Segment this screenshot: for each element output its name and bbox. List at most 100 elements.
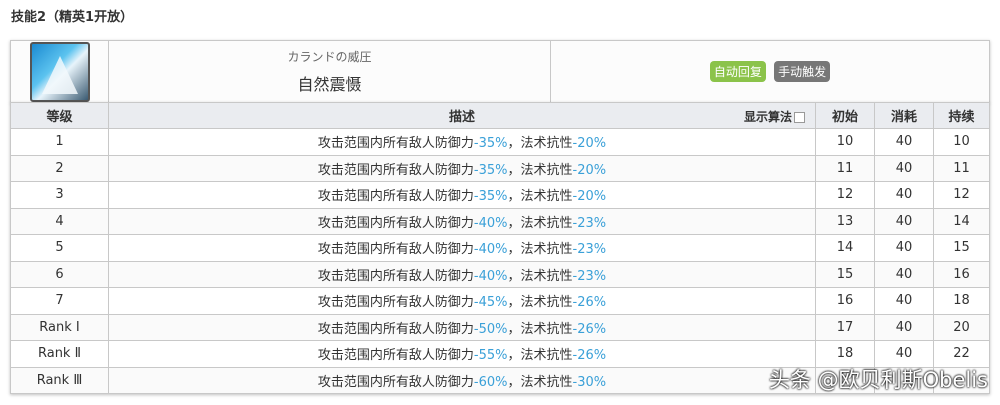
level-cell: 2: [10, 154, 109, 182]
res-value: -23%: [572, 215, 607, 231]
header-cost: 消耗: [874, 102, 934, 129]
dur-cell: 22: [933, 340, 990, 368]
dur-cell: 10: [933, 128, 990, 156]
table-row: 2 攻击范围内所有敌人防御力-35%，法术抗性-20% 11 40 11: [10, 154, 990, 182]
header-desc-label: 描述: [448, 110, 475, 125]
desc-cell: 攻击范围内所有敌人防御力-50%，法术抗性-26%: [108, 313, 816, 341]
init-cell: 12: [815, 181, 875, 209]
def-value: -50%: [473, 321, 508, 337]
level-cell: Rank Ⅲ: [10, 366, 109, 394]
level-cell: 7: [10, 287, 109, 315]
dur-cell: 15: [933, 234, 990, 262]
table-row: 4 攻击范围内所有敌人防御力-40%，法术抗性-23% 13 40 14: [10, 207, 990, 235]
level-cell: 1: [10, 128, 109, 156]
desc-text: 攻击范围内所有敌人防御力: [317, 295, 474, 311]
table-row: 5 攻击范围内所有敌人防御力-40%，法术抗性-23% 14 40 15: [10, 234, 990, 262]
init-cell: 11: [815, 154, 875, 182]
level-cell: 3: [10, 181, 109, 209]
level-table: 等级 描述 显示算法 初始 消耗 持续 1 攻击范围内所有敌人防御力-35%，法…: [10, 102, 990, 394]
cost-cell: 40: [874, 207, 934, 235]
tag-auto-recovery: 自动回复: [709, 61, 766, 82]
res-value: -20%: [572, 136, 607, 152]
res-value: -30%: [572, 374, 607, 390]
table-row: Rank Ⅲ 攻击范围内所有敌人防御力-60%，法术抗性-30%: [10, 366, 990, 394]
def-value: -40%: [473, 268, 508, 284]
watermark: 头条 @欧贝利斯Obelis: [768, 368, 988, 392]
skill-table: カランドの威圧 自然震慑 自动回复 手动触发: [10, 40, 990, 103]
init-cell: 17: [815, 313, 875, 341]
res-value: -26%: [572, 348, 607, 364]
skill-tags-cell: 自动回复 手动触发: [550, 40, 990, 103]
desc-cell: 攻击范围内所有敌人防御力-60%，法术抗性-30%: [108, 366, 816, 394]
skill-mountain-icon: [29, 41, 90, 102]
desc-text: ，法术抗性: [507, 136, 573, 152]
table-row: 6 攻击范围内所有敌人防御力-40%，法术抗性-23% 15 40 16: [10, 260, 990, 288]
def-value: -35%: [473, 136, 508, 152]
desc-cell: 攻击范围内所有敌人防御力-40%，法术抗性-23%: [108, 234, 816, 262]
def-value: -55%: [473, 348, 508, 364]
dur-cell: 14: [933, 207, 990, 235]
desc-text: ，法术抗性: [507, 162, 573, 178]
desc-cell: 攻击范围内所有敌人防御力-45%，法术抗性-26%: [108, 287, 816, 315]
res-value: -26%: [572, 295, 607, 311]
desc-text: 攻击范围内所有敌人防御力: [317, 136, 474, 152]
desc-text: 攻击范围内所有敌人防御力: [317, 321, 474, 337]
level-cell: 6: [10, 260, 109, 288]
cost-cell: 40: [874, 340, 934, 368]
cost-cell: 40: [874, 260, 934, 288]
desc-text: 攻击范围内所有敌人防御力: [317, 242, 474, 258]
desc-text: 攻击范围内所有敌人防御力: [317, 268, 474, 284]
res-value: -20%: [572, 189, 607, 205]
desc-text: ，法术抗性: [507, 268, 573, 284]
table-row: 7 攻击范围内所有敌人防御力-45%，法术抗性-26% 16 40 18: [10, 287, 990, 315]
table-row: 3 攻击范围内所有敌人防御力-35%，法术抗性-20% 12 40 12: [10, 181, 990, 209]
desc-text: ，法术抗性: [507, 295, 573, 311]
res-value: -23%: [572, 268, 607, 284]
def-value: -40%: [473, 215, 508, 231]
dur-cell: 12: [933, 181, 990, 209]
desc-text: ，法术抗性: [507, 242, 573, 258]
dur-cell: 18: [933, 287, 990, 315]
desc-text: 攻击范围内所有敌人防御力: [317, 348, 474, 364]
desc-cell: 攻击范围内所有敌人防御力-35%，法术抗性-20%: [108, 128, 816, 156]
desc-text: ，法术抗性: [507, 321, 573, 337]
show-algorithm-label: 显示算法: [743, 110, 792, 124]
desc-text: ，法术抗性: [507, 189, 573, 205]
desc-cell: 攻击范围内所有敌人防御力-35%，法术抗性-20%: [108, 181, 816, 209]
desc-cell: 攻击范围内所有敌人防御力-55%，法术抗性-26%: [108, 340, 816, 368]
init-cell: 10: [815, 128, 875, 156]
res-value: -20%: [572, 162, 607, 178]
show-algorithm-toggle[interactable]: 显示算法: [744, 108, 805, 125]
level-cell: Rank Ⅱ: [10, 340, 109, 368]
section-title: 技能2（精英1开放）: [11, 10, 134, 25]
show-algorithm-checkbox[interactable]: [794, 112, 805, 123]
dur-cell: 20: [933, 313, 990, 341]
desc-text: 攻击范围内所有敌人防御力: [317, 215, 474, 231]
def-value: -35%: [473, 162, 508, 178]
table-row: Rank Ⅱ 攻击范围内所有敌人防御力-55%，法术抗性-26% 18 40 2…: [10, 340, 990, 368]
dur-cell: 16: [933, 260, 990, 288]
level-cell: Rank Ⅰ: [10, 313, 109, 341]
init-cell: 16: [815, 287, 875, 315]
header-level: 等级: [10, 102, 109, 129]
desc-text: 攻击范围内所有敌人防御力: [317, 162, 474, 178]
skill-name-cn: 自然震慑: [297, 75, 362, 94]
skill-name-cell: カランドの威圧 自然震慑: [108, 40, 551, 103]
skill-icon-cell: [10, 40, 109, 103]
cost-cell: 40: [874, 234, 934, 262]
init-cell: 13: [815, 207, 875, 235]
def-value: -45%: [473, 295, 508, 311]
level-cell: 5: [10, 234, 109, 262]
desc-cell: 攻击范围内所有敌人防御力-35%，法术抗性-20%: [108, 154, 816, 182]
desc-cell: 攻击范围内所有敌人防御力-40%，法术抗性-23%: [108, 260, 816, 288]
desc-text: 攻击范围内所有敌人防御力: [317, 189, 474, 205]
def-value: -60%: [473, 374, 508, 390]
header-init: 初始: [815, 102, 875, 129]
init-cell: 14: [815, 234, 875, 262]
level-cell: 4: [10, 207, 109, 235]
table-row: 1 攻击范围内所有敌人防御力-35%，法术抗性-20% 10 40 10: [10, 128, 990, 156]
tag-manual-trigger: 手动触发: [774, 61, 831, 82]
init-cell: [815, 366, 875, 394]
cost-cell: 40: [874, 287, 934, 315]
init-cell: 15: [815, 260, 875, 288]
